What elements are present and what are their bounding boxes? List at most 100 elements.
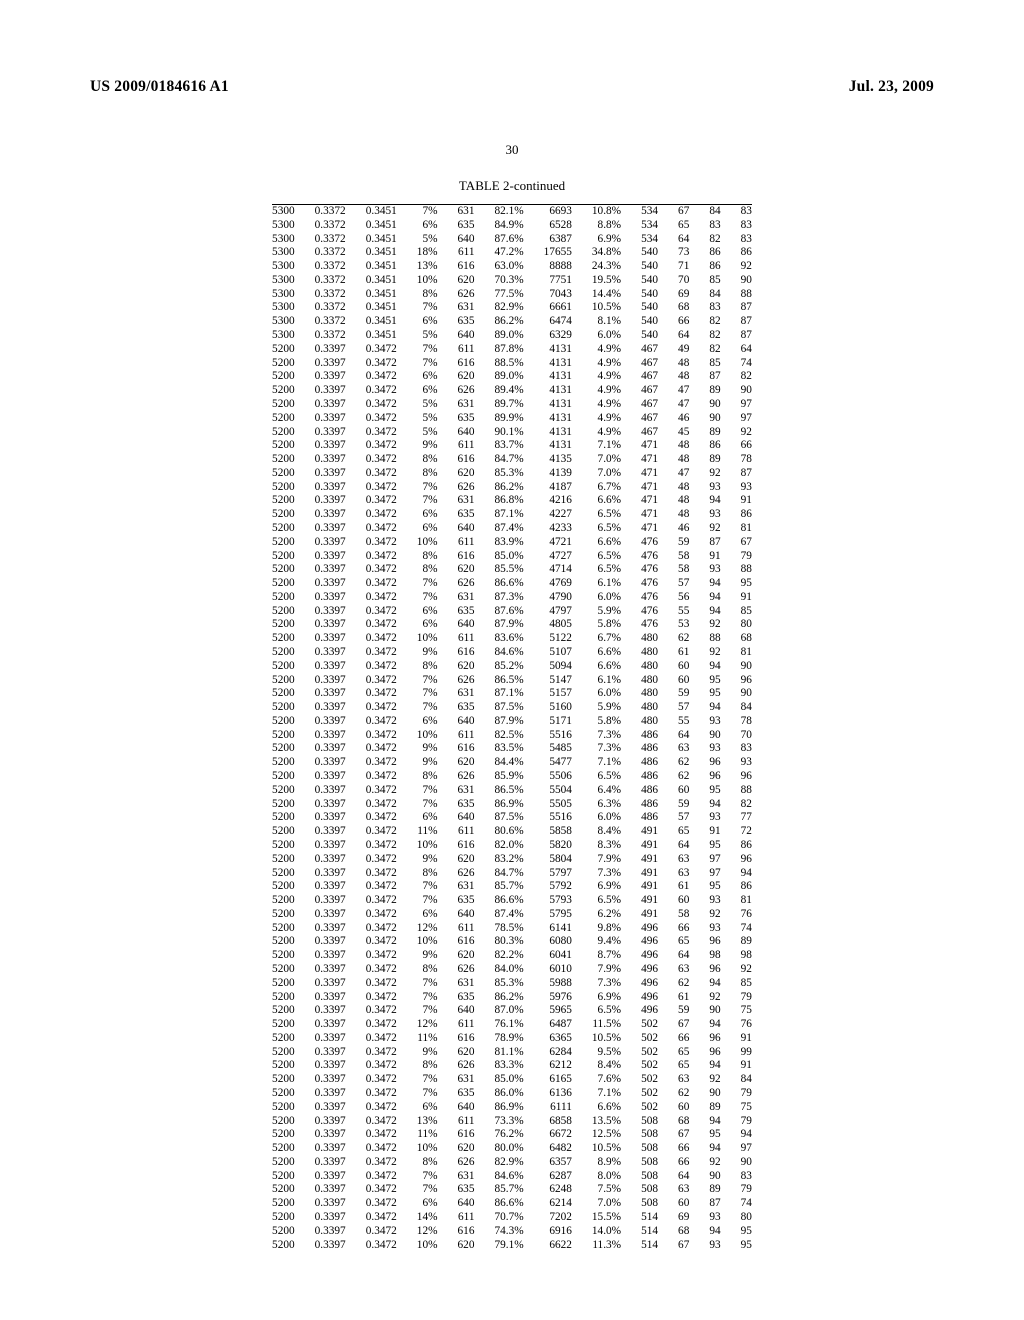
table-cell: 0.3472 <box>356 756 407 770</box>
table-cell: 7% <box>407 494 448 508</box>
table-cell: 79 <box>731 550 752 564</box>
table-cell: 4139 <box>534 467 582 481</box>
table-row: 52000.33970.34725%63589.9%41314.9%467469… <box>272 412 752 426</box>
table-cell: 70 <box>668 274 699 288</box>
table-cell: 5200 <box>272 660 305 674</box>
table-cell: 0.3372 <box>305 219 356 233</box>
table-cell: 0.3472 <box>356 742 407 756</box>
table-cell: 0.3397 <box>305 1239 356 1253</box>
table-row: 52000.33970.34727%62686.6%47696.1%476579… <box>272 577 752 591</box>
table-cell: 0.3397 <box>305 426 356 440</box>
publication-date: Jul. 23, 2009 <box>849 78 934 96</box>
table-cell: 0.3472 <box>356 343 407 357</box>
table-cell: 0.3397 <box>305 508 356 522</box>
table-cell: 0.3397 <box>305 1197 356 1211</box>
table-cell: 64 <box>668 729 699 743</box>
table-cell: 471 <box>631 453 668 467</box>
table-row: 52000.33970.34729%61684.6%51076.6%480619… <box>272 646 752 660</box>
table-cell: 496 <box>631 922 668 936</box>
table-cell: 5516 <box>534 811 582 825</box>
table-cell: 0.3451 <box>356 329 407 343</box>
table-cell: 56 <box>668 591 699 605</box>
table-cell: 6.5% <box>582 522 631 536</box>
table-cell: 88 <box>731 784 752 798</box>
table-row: 52000.33970.34726%62689.4%41314.9%467478… <box>272 384 752 398</box>
table-cell: 6.6% <box>582 646 631 660</box>
table-cell: 5200 <box>272 1073 305 1087</box>
table-cell: 0.3472 <box>356 894 407 908</box>
table-cell: 0.3472 <box>356 839 407 853</box>
table-cell: 0.3397 <box>305 398 356 412</box>
table-cell: 65 <box>668 935 699 949</box>
table-cell: 18% <box>407 246 448 260</box>
table-cell: 5300 <box>272 288 305 302</box>
table-cell: 8% <box>407 660 448 674</box>
table-cell: 5200 <box>272 949 305 963</box>
table-cell: 48 <box>668 481 699 495</box>
table-row: 53000.33720.34515%64087.6%63876.9%534648… <box>272 233 752 247</box>
table-cell: 0.3472 <box>356 439 407 453</box>
table-cell: 0.3472 <box>356 508 407 522</box>
table-cell: 86 <box>699 260 730 274</box>
table-cell: 55 <box>668 605 699 619</box>
table-cell: 96 <box>699 963 730 977</box>
table-cell: 0.3397 <box>305 729 356 743</box>
table-cell: 85 <box>699 274 730 288</box>
table-cell: 14% <box>407 1211 448 1225</box>
table-cell: 616 <box>448 1128 485 1142</box>
table-cell: 0.3372 <box>305 329 356 343</box>
table-cell: 0.3472 <box>356 922 407 936</box>
table-cell: 87.6% <box>484 605 533 619</box>
table-cell: 5200 <box>272 605 305 619</box>
table-cell: 5200 <box>272 770 305 784</box>
table-cell: 4227 <box>534 508 582 522</box>
table-cell: 0.3397 <box>305 687 356 701</box>
table-cell: 0.3472 <box>356 660 407 674</box>
table-cell: 0.3397 <box>305 977 356 991</box>
table-cell: 5200 <box>272 839 305 853</box>
table-cell: 7.1% <box>582 439 631 453</box>
table-cell: 5200 <box>272 453 305 467</box>
table-cell: 7% <box>407 894 448 908</box>
table-cell: 5200 <box>272 1046 305 1060</box>
table-row: 52000.33970.34727%63186.8%42166.6%471489… <box>272 494 752 508</box>
table-cell: 95 <box>699 674 730 688</box>
table-cell: 0.3397 <box>305 536 356 550</box>
table-cell: 620 <box>448 274 485 288</box>
table-cell: 49 <box>668 343 699 357</box>
table-cell: 87 <box>731 301 752 315</box>
table-cell: 467 <box>631 426 668 440</box>
table-cell: 48 <box>668 439 699 453</box>
table-cell: 93 <box>699 894 730 908</box>
table-cell: 8888 <box>534 260 582 274</box>
table-row: 52000.33970.34727%63585.7%62487.5%508638… <box>272 1183 752 1197</box>
table-cell: 471 <box>631 467 668 481</box>
table-cell: 6.9% <box>582 880 631 894</box>
table-cell: 88.5% <box>484 357 533 371</box>
table-cell: 0.3472 <box>356 1211 407 1225</box>
table-cell: 0.3397 <box>305 1128 356 1142</box>
table-cell: 5200 <box>272 618 305 632</box>
table-cell: 7751 <box>534 274 582 288</box>
table-cell: 5200 <box>272 426 305 440</box>
table-cell: 5200 <box>272 467 305 481</box>
table-wrapper: 53000.33720.34517%63182.1%669310.8%53467… <box>90 204 934 1252</box>
table-cell: 0.3472 <box>356 701 407 715</box>
table-cell: 486 <box>631 756 668 770</box>
table-row: 52000.33970.34728%62685.9%55066.5%486629… <box>272 770 752 784</box>
table-cell: 626 <box>448 674 485 688</box>
table-cell: 88 <box>699 632 730 646</box>
table-cell: 4769 <box>534 577 582 591</box>
table-cell: 8% <box>407 867 448 881</box>
page-header: US 2009/0184616 A1 Jul. 23, 2009 <box>90 78 934 96</box>
table-row: 52000.33970.34727%63586.2%59766.9%496619… <box>272 991 752 1005</box>
table-cell: 65 <box>668 825 699 839</box>
table-cell: 9% <box>407 853 448 867</box>
table-cell: 635 <box>448 219 485 233</box>
table-cell: 467 <box>631 343 668 357</box>
table-cell: 8% <box>407 453 448 467</box>
table-cell: 467 <box>631 384 668 398</box>
table-cell: 95 <box>731 577 752 591</box>
table-cell: 7043 <box>534 288 582 302</box>
table-cell: 8% <box>407 550 448 564</box>
